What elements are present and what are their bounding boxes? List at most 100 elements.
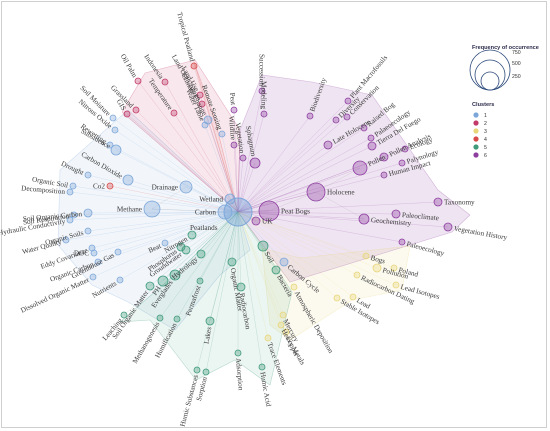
- edge-soil-respiration: [73, 211, 239, 216]
- node-humic-substances[interactable]: [193, 366, 201, 374]
- node-nutrients[interactable]: [116, 276, 124, 284]
- node-water-quality[interactable]: [62, 236, 70, 244]
- node-ph[interactable]: [157, 275, 169, 287]
- node-grassland[interactable]: [132, 106, 140, 114]
- node-organic-soils[interactable]: [84, 227, 92, 235]
- node-decomposition[interactable]: [66, 188, 74, 196]
- node-nitrous-oxide[interactable]: [111, 126, 119, 134]
- node-pollen[interactable]: [352, 160, 368, 176]
- node-soil-organic-matter[interactable]: [145, 281, 155, 291]
- node-lead-isotopes[interactable]: [392, 281, 400, 289]
- node-soil-organic-carbon[interactable]: [83, 208, 93, 218]
- node-rewetting[interactable]: [106, 141, 114, 149]
- edge-late-holocene: [237, 144, 329, 213]
- node-heavy-metals[interactable]: [277, 321, 285, 329]
- node-vegetation-history[interactable]: [443, 222, 453, 232]
- node-drainage[interactable]: [179, 180, 193, 194]
- node-carbon[interactable]: [217, 204, 233, 220]
- node-nitrogen[interactable]: [187, 230, 197, 240]
- node-stable-isotopes[interactable]: [333, 294, 341, 302]
- node-temperature[interactable]: [170, 109, 178, 117]
- node-hydrology[interactable]: [196, 249, 206, 259]
- node-pollution[interactable]: [372, 263, 382, 273]
- node-oil-palm[interactable]: [134, 77, 142, 85]
- node-organic-carbon[interactable]: [94, 258, 102, 266]
- node-sorption[interactable]: [202, 368, 210, 376]
- node-tierra-del-fuego[interactable]: [367, 141, 377, 151]
- node-poland[interactable]: [390, 264, 398, 272]
- node-adsorption[interactable]: [234, 349, 242, 357]
- node-water-table[interactable]: [201, 121, 209, 129]
- node-beat[interactable]: [161, 239, 169, 247]
- node-radiocarbon[interactable]: [236, 282, 246, 292]
- node-co2[interactable]: [106, 182, 114, 190]
- node-everglades[interactable]: [169, 269, 181, 281]
- node-leaching[interactable]: [120, 311, 128, 319]
- node-humification[interactable]: [173, 315, 181, 323]
- node-biodiversity[interactable]: [306, 112, 314, 120]
- node-geochemistry[interactable]: [358, 213, 370, 225]
- node-drought[interactable]: [84, 171, 92, 179]
- edge-pollution: [237, 211, 378, 269]
- node-late-holocene[interactable]: [323, 140, 333, 150]
- node-conservation[interactable]: [343, 113, 351, 121]
- node-plant-macrofossils[interactable]: [344, 97, 352, 105]
- node-sphagnum[interactable]: [249, 157, 261, 169]
- node-succession[interactable]: [258, 87, 266, 95]
- node-phosphorus[interactable]: [176, 242, 186, 252]
- node-holocene[interactable]: [306, 182, 326, 202]
- node-humic-acid[interactable]: [258, 363, 266, 371]
- node-methanogenesis[interactable]: [156, 314, 164, 322]
- node-radiocarbon-dating[interactable]: [353, 271, 361, 279]
- node-greenhouse-gas[interactable]: [114, 248, 122, 256]
- node-peatlands-hub[interactable]: [223, 197, 253, 227]
- node-paleoecology[interactable]: [398, 238, 406, 246]
- node-bacteria[interactable]: [271, 265, 281, 275]
- node-methane[interactable]: [143, 200, 161, 218]
- node-lakes[interactable]: [205, 316, 215, 326]
- node-copper[interactable]: [282, 328, 290, 336]
- node-vegetation[interactable]: [239, 154, 247, 162]
- node-atmospheric-deposition[interactable]: [290, 283, 298, 291]
- node-indonesia[interactable]: [161, 78, 169, 86]
- node-soil-respiration[interactable]: [70, 211, 78, 219]
- node-tropical-peatland[interactable]: [190, 62, 198, 70]
- node-doc[interactable]: [90, 249, 98, 257]
- node-trace-elements[interactable]: [264, 334, 272, 342]
- node-groundwater[interactable]: [181, 245, 191, 255]
- node-modeling[interactable]: [260, 110, 268, 118]
- node-remote-sensing[interactable]: [218, 130, 226, 138]
- node-land-use-change[interactable]: [198, 100, 206, 108]
- node-bogs[interactable]: [362, 252, 370, 260]
- node-soil-moisture[interactable]: [109, 114, 117, 122]
- node-lead[interactable]: [349, 293, 357, 301]
- node-mercury[interactable]: [279, 311, 287, 319]
- node-subsidence[interactable]: [110, 144, 122, 156]
- node-carbon-dioxide[interactable]: [122, 174, 134, 186]
- node-wildfire[interactable]: [230, 141, 238, 149]
- node-diversity[interactable]: [332, 116, 340, 124]
- node-palynology[interactable]: [398, 159, 406, 167]
- node-pollen-analysis[interactable]: [379, 152, 389, 162]
- node-wetland[interactable]: [224, 193, 236, 205]
- node-carbon-cycle[interactable]: [279, 257, 289, 267]
- node-taxonomy[interactable]: [433, 197, 443, 207]
- node-soil[interactable]: [257, 240, 269, 252]
- node-raised-bog[interactable]: [360, 124, 368, 132]
- edge-peat-bogs: [237, 210, 270, 213]
- node-peat[interactable]: [230, 106, 238, 114]
- node-human-impact[interactable]: [380, 171, 388, 179]
- node-permafrost[interactable]: [196, 277, 204, 285]
- node-organic-soil[interactable]: [69, 182, 77, 190]
- node-organic-matter[interactable]: [227, 257, 237, 267]
- node-hydraulic-conductivity[interactable]: [66, 216, 74, 224]
- node-palaeoecology[interactable]: [367, 134, 375, 142]
- node-dissolved-organic-matter[interactable]: [89, 273, 97, 281]
- node-ecology[interactable]: [401, 145, 409, 153]
- node-land-use[interactable]: [196, 91, 204, 99]
- node-gis[interactable]: [123, 110, 131, 118]
- legend-cluster-dot-1: [473, 112, 479, 118]
- node-uk[interactable]: [251, 216, 261, 226]
- node-peat-bogs[interactable]: [258, 200, 280, 222]
- node-paleoclimate[interactable]: [391, 209, 401, 219]
